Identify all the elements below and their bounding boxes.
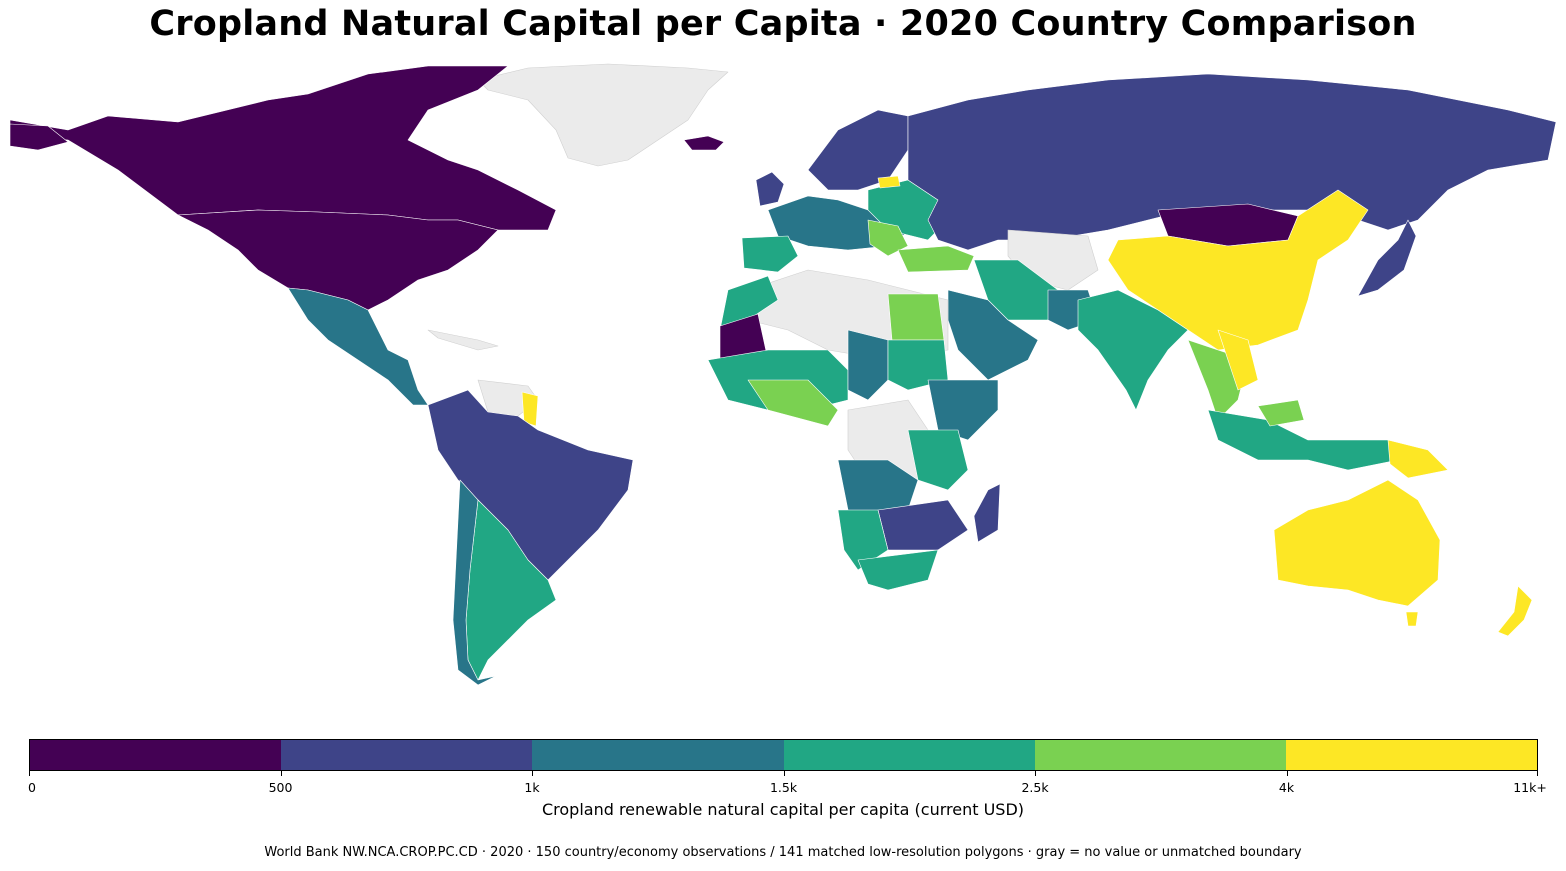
legend-tick-mark — [783, 771, 785, 776]
region-guinea-gulf — [747, 379, 839, 427]
legend-bin-4 — [1034, 740, 1286, 770]
region-caribbean — [427, 329, 499, 351]
legend-ticks: 0 500 1k 1.5k 2.5k 4k 11k+ — [28, 771, 1547, 801]
region-greenland — [477, 63, 729, 167]
legend-bin-2 — [532, 740, 784, 770]
region-arabia — [947, 289, 1039, 381]
region-uk — [755, 171, 785, 207]
region-iberia — [741, 235, 799, 273]
region-mexico — [287, 287, 429, 406]
region-papua — [1387, 439, 1449, 479]
legend-bin-3 — [783, 740, 1035, 770]
legend-tick-label: 1k — [524, 780, 540, 795]
legend-tick-label: 11k+ — [1513, 780, 1547, 795]
region-canada — [9, 65, 557, 231]
legend-bin-1 — [281, 740, 533, 770]
region-china — [1107, 189, 1369, 351]
region-horn-africa — [927, 379, 999, 441]
legend-bin-5 — [1285, 740, 1538, 770]
region-borneo — [1257, 399, 1305, 427]
legend-tick-label: 1.5k — [769, 780, 798, 795]
world-choropleth-map — [9, 63, 1557, 686]
legend-bin-0 — [30, 740, 282, 770]
region-vietnam — [1217, 329, 1259, 391]
region-sudan — [887, 339, 949, 391]
region-tasmania — [1405, 611, 1419, 627]
region-madagascar — [973, 483, 1001, 543]
region-south-africa — [857, 549, 939, 591]
legend-tick-label: 4k — [1278, 780, 1295, 795]
legend-tick-mark — [1286, 771, 1288, 776]
region-baltics — [877, 175, 901, 189]
legend-tick-mark — [1035, 771, 1036, 776]
region-india — [1077, 289, 1189, 411]
region-usa — [177, 209, 499, 311]
region-alaska — [9, 123, 69, 151]
map-title: Cropland Natural Capital per Capita · 20… — [149, 4, 1417, 44]
legend-title: Cropland renewable natural capital per c… — [541, 800, 1025, 819]
legend-tick-mark — [29, 771, 30, 776]
legend-tick-label: 2.5k — [1021, 780, 1049, 795]
region-iceland — [683, 135, 725, 151]
region-balkans — [867, 219, 909, 257]
source-footnote: World Bank NW.NCA.CROP.PC.CD · 2020 · 15… — [264, 845, 1302, 860]
legend-tick-label: 500 — [268, 780, 293, 795]
region-chile — [452, 479, 497, 686]
legend-colorbar — [29, 739, 1538, 771]
region-sahel-east — [847, 329, 889, 401]
region-new-zealand — [1497, 585, 1533, 637]
legend-tick-mark — [532, 771, 533, 776]
region-australia — [1273, 479, 1441, 607]
legend-tick-mark — [280, 771, 282, 776]
legend-tick-mark — [1537, 771, 1538, 776]
region-egypt — [887, 293, 945, 341]
region-morocco — [719, 275, 779, 331]
legend-tick-label: 0 — [28, 780, 36, 795]
region-guyana — [521, 391, 539, 427]
region-japan — [1357, 219, 1417, 297]
region-east-africa — [907, 429, 969, 491]
region-turkey — [897, 245, 975, 273]
